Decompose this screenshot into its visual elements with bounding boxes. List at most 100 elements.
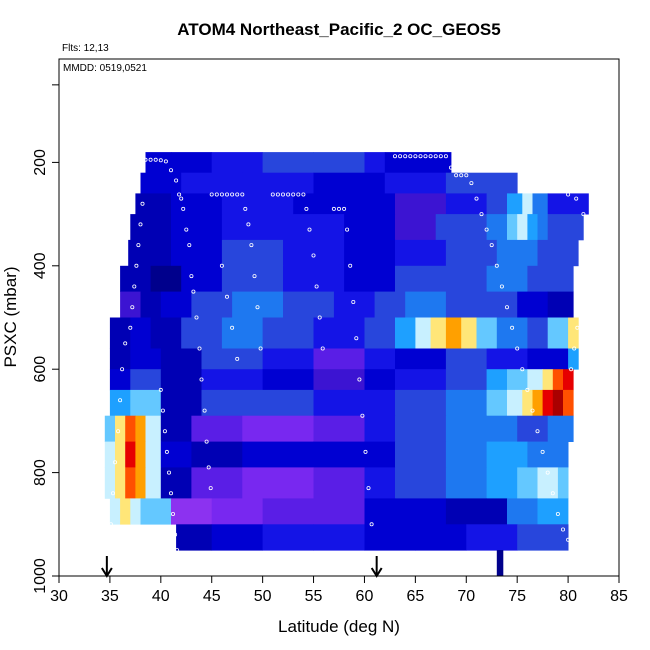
track-point-53 <box>354 336 359 341</box>
heatmap-cell-11-1 <box>115 415 126 442</box>
x-tick-label-50: 50 <box>254 588 272 605</box>
track-point-45 <box>317 315 322 320</box>
heatmap-cell-8-11 <box>568 348 579 370</box>
track-point-73 <box>459 173 464 178</box>
track-point-83 <box>510 325 515 330</box>
track-point-122 <box>162 429 167 434</box>
track-point-10 <box>184 227 189 232</box>
track-point-68 <box>433 154 438 159</box>
heatmap-cell-10-8 <box>445 389 487 417</box>
heatmap-cell-4-7 <box>496 239 538 267</box>
heatmap-cell-9-10 <box>507 369 528 391</box>
heatmap-cell-10-7 <box>395 389 447 417</box>
y-axis-label: PSXC (mbar) <box>1 266 20 367</box>
heatmap-cell-11-10 <box>395 415 447 442</box>
track-point-54 <box>357 377 362 382</box>
heatmap-cell-2-1 <box>171 193 223 215</box>
heatmap-cell-5-7 <box>445 265 487 292</box>
heatmap-cell-9-0 <box>109 369 131 391</box>
track-point-64 <box>413 154 418 159</box>
heatmap-cell-12-4 <box>145 441 162 468</box>
heatmap-cell-12-0 <box>104 441 116 468</box>
track-point-120 <box>158 387 163 392</box>
heatmap-cell-4-4 <box>344 239 396 267</box>
heatmap-cell-15-3 <box>313 524 365 551</box>
x-axis-label: Latitude (deg N) <box>278 617 400 636</box>
track-point-7 <box>177 192 182 197</box>
heatmap-cell-2-2 <box>221 193 294 215</box>
heatmap-cell-9-8 <box>445 369 487 391</box>
track-point-27 <box>240 192 245 197</box>
track-point-86 <box>525 387 530 392</box>
heatmap-cell-6-0 <box>120 291 141 318</box>
track-point-31 <box>252 274 257 279</box>
heatmap-cell-3-5 <box>395 214 437 241</box>
heatmap-cell-11-12 <box>486 415 518 442</box>
track-point-37 <box>286 192 291 197</box>
track-point-11 <box>187 243 192 248</box>
track-point-75 <box>469 181 474 186</box>
track-point-13 <box>191 289 196 294</box>
track-point-102 <box>586 227 591 232</box>
heatmap-cell-6-2 <box>160 291 192 318</box>
heatmap-cell-5-9 <box>527 265 574 292</box>
track-point-18 <box>204 439 209 444</box>
track-point-100 <box>582 263 587 268</box>
flight-arrows <box>101 556 383 578</box>
track-point-94 <box>566 537 571 542</box>
track-point-98 <box>578 305 583 310</box>
heatmap-cell-8-0 <box>109 348 131 370</box>
x-tick-label-30: 30 <box>50 588 68 605</box>
track-point-39 <box>296 192 301 197</box>
heatmap-cell-5-4 <box>283 265 345 292</box>
heatmap-cell-14-0 <box>109 498 121 525</box>
heatmap-cell-7-13 <box>476 317 498 349</box>
track-point-87 <box>530 408 535 413</box>
heatmap-cell-9-2 <box>160 369 202 391</box>
track-point-61 <box>398 154 403 159</box>
track-point-47 <box>331 206 336 211</box>
heatmap-cell-16-0 <box>496 550 504 577</box>
plot-frame <box>58 58 620 577</box>
heatmap-cell-14-8 <box>364 498 396 525</box>
x-tick-label-60: 60 <box>356 588 374 605</box>
y-axis: 200 400 600 800 1000 <box>32 84 59 594</box>
heatmap-cell-13-4 <box>145 467 162 499</box>
flights-annotation: Flts: 12,13 <box>62 43 109 54</box>
heatmap-cell-10-14 <box>552 389 564 417</box>
track-point-38 <box>291 192 296 197</box>
heatmap-cell-2-11 <box>547 193 589 215</box>
heatmap-cell-12-3 <box>135 441 146 468</box>
heatmap-cell-9-6 <box>364 369 396 391</box>
track-point-123 <box>164 449 169 454</box>
heatmap-cell-8-4 <box>262 348 314 370</box>
heatmap-cell-10-5 <box>313 389 365 417</box>
track-point-22 <box>214 192 219 197</box>
heatmap-cell-6-6 <box>333 291 375 318</box>
track-point-90 <box>545 470 550 475</box>
heatmap-cell-4-6 <box>445 239 498 267</box>
heatmap-cell-8-10 <box>527 348 569 370</box>
heatmap-cell-8-8 <box>445 348 487 370</box>
track-point-12 <box>189 274 194 279</box>
track-point-65 <box>418 154 423 159</box>
x-tick-label-75: 75 <box>508 588 526 605</box>
heatmap-cell-0-5 <box>364 152 386 174</box>
heatmap-cell-11-3 <box>135 415 146 442</box>
heatmap-cell-9-12 <box>542 369 554 391</box>
track-point-131 <box>230 325 235 330</box>
heatmap-cell-12-9 <box>364 441 396 468</box>
track-point-119 <box>140 201 145 206</box>
y-tick-label-1000: 1000 <box>32 558 49 594</box>
heatmap-cell-14-7 <box>313 498 365 525</box>
heatmap-cell-3-7 <box>486 214 508 241</box>
track-point-16 <box>199 377 204 382</box>
heatmap-cell-2-10 <box>532 193 549 215</box>
track-point-128 <box>175 548 180 553</box>
heatmap-cell-14-11 <box>486 498 508 525</box>
track-point-20 <box>208 486 213 491</box>
heatmap-cell-7-15 <box>527 317 549 349</box>
heatmap-cell-0-4 <box>313 152 365 174</box>
heatmap-cell-3-4 <box>344 214 396 241</box>
track-point-115 <box>132 284 137 289</box>
